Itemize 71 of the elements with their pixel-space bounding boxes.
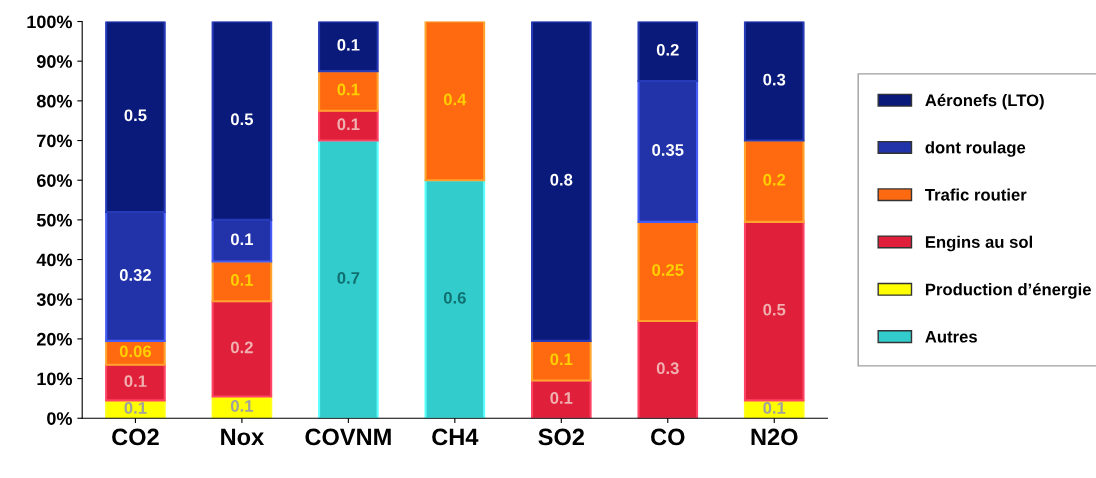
annotation: 0.1 [550, 353, 573, 366]
annotation: 0.4 [443, 93, 467, 106]
annotation: 0.1 [337, 118, 360, 131]
bar [318, 70, 379, 112]
bar [211, 21, 273, 221]
bar [424, 21, 486, 182]
annotation: 0.1 [763, 402, 786, 414]
legend-label: Aéronefs (LTO) [925, 93, 1044, 110]
y-tick-label: 30% [36, 293, 72, 306]
annotation: 0.6 [443, 291, 466, 304]
legend-label: Production d’énergie [925, 282, 1091, 299]
bar [318, 109, 379, 142]
x-tick-label: CH4 [432, 428, 479, 446]
annotation: 0.3 [656, 362, 679, 375]
annotation: 0.1 [337, 38, 360, 51]
x-tick-label: Nox [221, 428, 265, 446]
y-tick-label: 60% [37, 174, 72, 187]
annotation: 0.1 [230, 274, 254, 286]
x-tick-label: COVNM [305, 428, 391, 446]
x-tick-label: CO [651, 428, 685, 446]
bar [105, 21, 166, 213]
bar [743, 21, 805, 142]
legend-label: Trafic routier [925, 188, 1027, 201]
bar [637, 220, 699, 323]
legend-label: dont roulage [925, 141, 1026, 157]
bar [637, 320, 699, 419]
annotation: 0.1 [337, 83, 360, 96]
bar [743, 139, 805, 223]
bar [637, 79, 699, 223]
x-tick-label: SO2 [538, 428, 584, 446]
bar [530, 21, 592, 342]
annotation: 0.06 [119, 345, 152, 358]
y-tick-label: 100% [27, 15, 72, 29]
annotation: 0.1 [124, 402, 147, 414]
annotation: 0.5 [124, 109, 147, 122]
y-tick-label: 50% [36, 213, 72, 227]
bar [318, 21, 379, 73]
annotation: 0.5 [230, 113, 254, 126]
annotation: 0.32 [119, 269, 151, 281]
y-tick-label: 10% [37, 372, 72, 386]
bar [530, 339, 592, 382]
annotation: 0.1 [230, 233, 254, 246]
bar [318, 139, 379, 419]
legend-label: Autres [925, 330, 977, 343]
y-tick-label: 40% [36, 253, 72, 267]
bar [105, 210, 166, 342]
annotation: 0.2 [656, 43, 679, 56]
y-tick-label: 80% [36, 94, 72, 108]
annotation: 0.5 [763, 303, 786, 316]
x-tick-label: CO2 [112, 428, 159, 446]
bar [211, 218, 273, 263]
annotation: 0.2 [230, 341, 253, 354]
bar [637, 21, 699, 83]
bar [211, 300, 273, 398]
annotation: 0.1 [124, 375, 147, 388]
annotation: 0.25 [652, 264, 684, 276]
annotation: 0.7 [337, 272, 360, 284]
y-tick-label: 20% [36, 332, 72, 346]
annotation: 0.35 [652, 144, 684, 156]
annotation: 0.8 [550, 173, 573, 186]
y-tick-label: 90% [36, 55, 72, 68]
x-tick-label: N2O [751, 428, 798, 446]
bar [743, 220, 805, 402]
bar [424, 179, 486, 419]
annotation: 0.2 [763, 173, 786, 186]
y-tick-label: 70% [37, 134, 72, 148]
legend-label: Engins au sol [925, 235, 1033, 252]
annotation: 0.1 [230, 400, 254, 412]
y-tick-label: 0% [47, 412, 72, 425]
annotation: 0.3 [763, 73, 786, 86]
annotation: 0.1 [550, 392, 573, 404]
